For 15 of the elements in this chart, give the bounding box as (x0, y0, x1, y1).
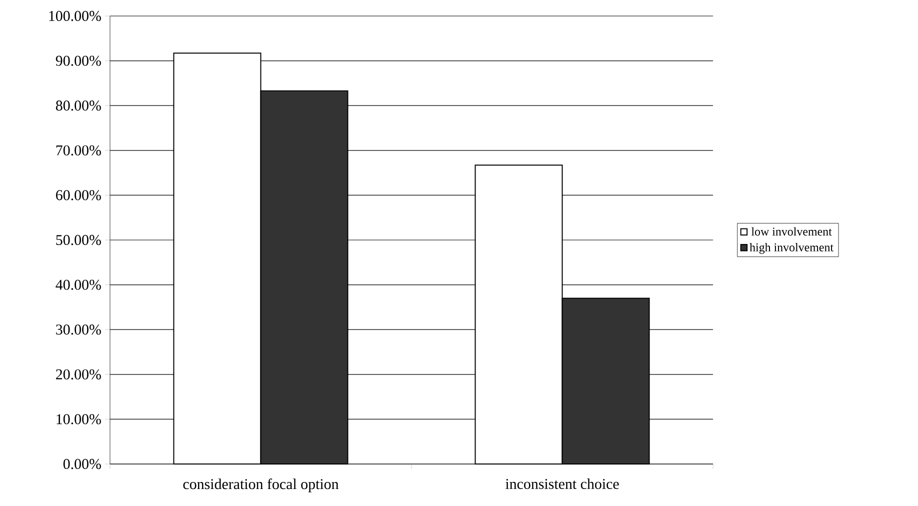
y-tick-label: 0.00% (63, 458, 101, 470)
x-tick-label: consideration focal option (183, 478, 339, 492)
y-tick-label: 10.00% (56, 414, 101, 424)
legend-label: low involvement (751, 227, 832, 236)
legend-label: high involvement (750, 242, 834, 254)
y-tick-label: 30.00% (56, 324, 101, 335)
y-tick-label: 40.00% (56, 280, 101, 290)
y-tick-label: 90.00% (56, 56, 101, 66)
y-tick-label: 20.00% (56, 369, 101, 380)
y-tick-label: 100.00% (49, 10, 101, 22)
y-tick-label: 70.00% (56, 145, 101, 156)
y-tick-label: 60.00% (56, 190, 101, 200)
y-tick-label: 80.00% (56, 100, 101, 111)
y-tick-label: 50.00% (56, 234, 101, 246)
x-tick-label: inconsistent choice (506, 478, 619, 490)
